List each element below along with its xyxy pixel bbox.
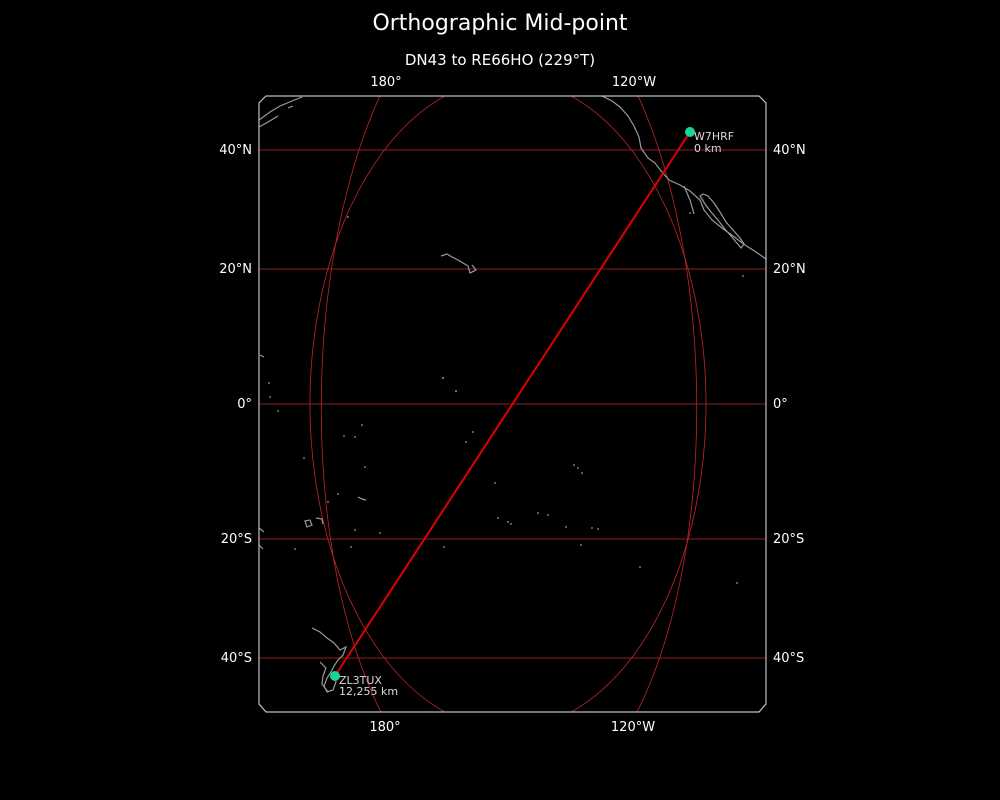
- lat-label-left-0: 0°: [237, 397, 252, 412]
- lon-label-bottom-180: 180°: [369, 720, 400, 735]
- lat-label-right-20n: 20°N: [773, 262, 806, 277]
- lon-label-bottom-120w: 120°W: [611, 720, 655, 735]
- start-station-distance: 0 km: [694, 142, 722, 155]
- lat-label-right-40n: 40°N: [773, 143, 806, 158]
- lon-label-top-180: 180°: [370, 75, 401, 90]
- lat-label-left-40n: 40°N: [219, 143, 252, 158]
- end-station-distance: 12,255 km: [339, 685, 398, 698]
- map-frame: [258, 95, 767, 713]
- lat-label-right-20s: 20°S: [773, 532, 804, 547]
- graticule-meridian: [320, 96, 386, 712]
- lat-label-left-40s: 40°S: [221, 651, 252, 666]
- lat-label-left-20s: 20°S: [221, 532, 252, 547]
- lat-label-right-40s: 40°S: [773, 651, 804, 666]
- end-station-callsign: ZL3TUX: [339, 674, 382, 687]
- start-station-callsign: W7HRF: [694, 130, 734, 143]
- lat-label-right-0: 0°: [773, 397, 788, 412]
- map-title: Orthographic Mid-point: [372, 11, 628, 36]
- great-circle-path: [334, 131, 691, 677]
- map-subtitle: DN43 to RE66HO (229°T): [404, 51, 596, 69]
- start-station-marker: [685, 127, 695, 137]
- small-islands: [268, 212, 744, 584]
- graticule-meridian: [632, 96, 698, 712]
- coastlines: [259, 96, 766, 693]
- end-station-marker: [330, 671, 340, 681]
- lat-label-left-20n: 20°N: [219, 262, 252, 277]
- lon-label-top-120w: 120°W: [612, 75, 656, 90]
